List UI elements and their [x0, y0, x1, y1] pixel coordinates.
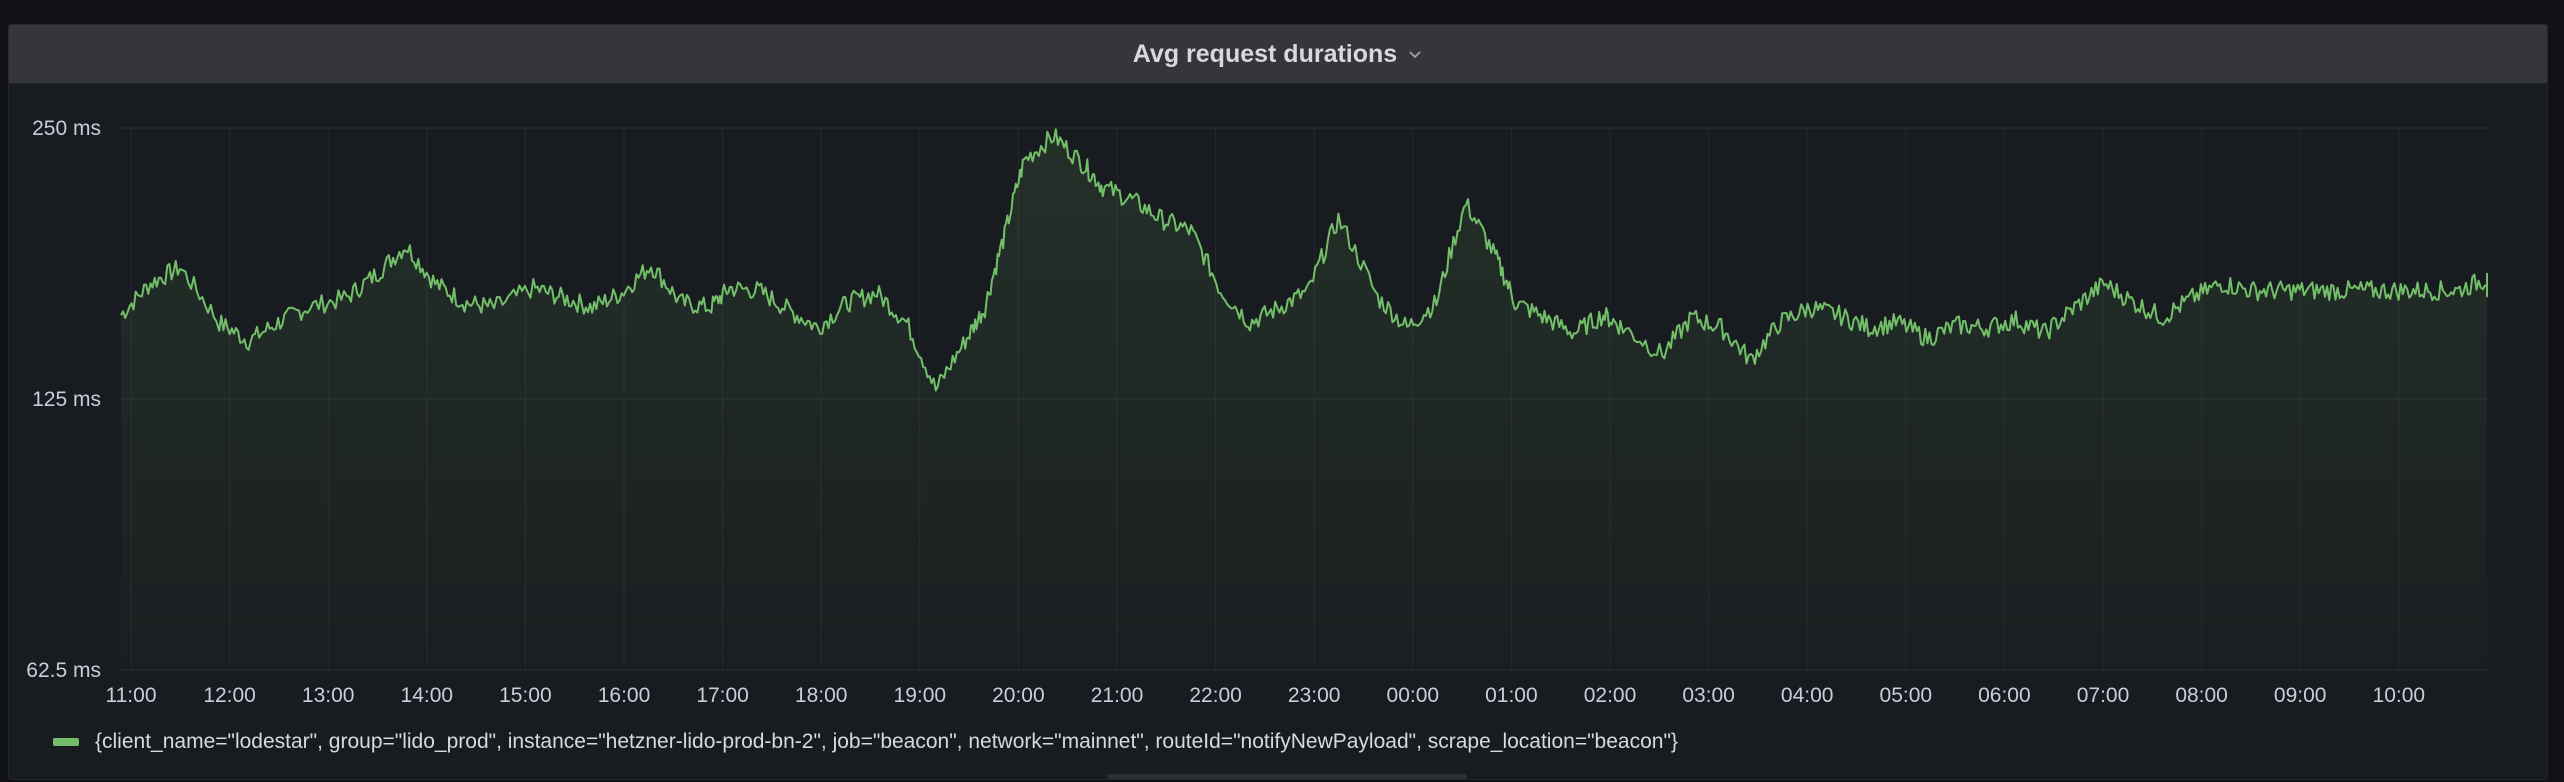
y-tick-label: 62.5 ms	[26, 659, 101, 682]
x-tick-label: 11:00	[106, 684, 157, 707]
x-tick-label: 09:00	[2274, 684, 2327, 707]
x-tick-label: 21:00	[1091, 684, 1144, 707]
x-tick-label: 20:00	[992, 684, 1045, 707]
horizontal-scrollbar[interactable]	[1107, 774, 1467, 779]
x-tick-label: 19:00	[894, 684, 947, 707]
legend-label: {client_name="lodestar", group="lido_pro…	[95, 730, 1678, 753]
x-tick-label: 22:00	[1189, 684, 1242, 707]
panel-header[interactable]: Avg request durations	[9, 25, 2547, 84]
x-tick-label: 23:00	[1288, 684, 1341, 707]
x-tick-label: 10:00	[2373, 684, 2426, 707]
x-tick-label: 12:00	[203, 684, 256, 707]
x-tick-label: 14:00	[401, 684, 454, 707]
x-tick-label: 02:00	[1584, 684, 1637, 707]
x-tick-label: 07:00	[2077, 684, 2130, 707]
x-tick-label: 08:00	[2175, 684, 2228, 707]
graph-panel: Avg request durations 250 ms 125 ms 62.5 m…	[8, 24, 2548, 780]
x-tick-label: 16:00	[598, 684, 651, 707]
y-tick-label: 125 ms	[32, 388, 101, 411]
x-tick-label: 15:00	[499, 684, 552, 707]
x-tick-label: 00:00	[1387, 684, 1440, 707]
panel-title[interactable]: Avg request durations	[1132, 39, 1398, 68]
legend-color-swatch	[53, 738, 79, 746]
chevron-down-icon[interactable]	[1407, 46, 1423, 62]
series-line	[120, 128, 2488, 392]
x-tick-label: 05:00	[1880, 684, 1933, 707]
x-tick-label: 03:00	[1682, 684, 1735, 707]
legend-item[interactable]: {client_name="lodestar", group="lido_pro…	[53, 730, 1678, 754]
x-tick-label: 04:00	[1781, 684, 1834, 707]
x-tick-label: 06:00	[1978, 684, 2031, 707]
x-tick-label: 17:00	[696, 684, 749, 707]
x-tick-label: 18:00	[795, 684, 848, 707]
x-tick-label: 13:00	[302, 684, 355, 707]
x-tick-label: 01:00	[1485, 684, 1538, 707]
y-tick-label: 250 ms	[32, 117, 101, 140]
series-area	[121, 129, 2487, 670]
